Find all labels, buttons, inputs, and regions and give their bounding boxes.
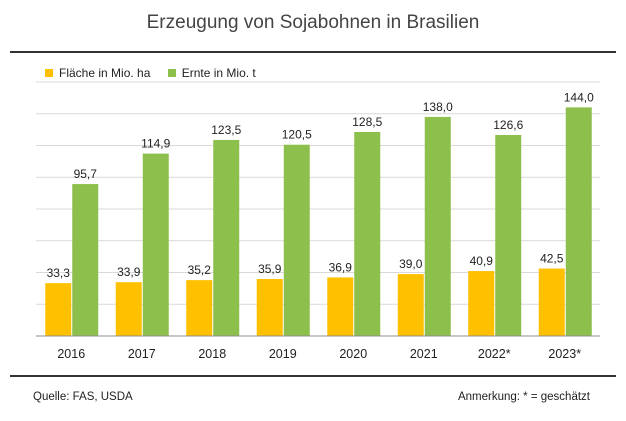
bar-ernte (565, 107, 592, 337)
bar-flaeche (397, 274, 424, 336)
bar-ernte (495, 135, 522, 336)
bar-flaeche (256, 279, 283, 336)
data-label-ernte: 128,5 (352, 115, 382, 129)
x-tick-label: 2023* (548, 347, 581, 361)
source-text: Quelle: FAS, USDA (33, 391, 133, 403)
bar-ernte (213, 139, 240, 336)
data-label-flaeche: 33,9 (117, 265, 141, 279)
bar-flaeche (538, 268, 565, 336)
x-tick-label: 2020 (339, 347, 367, 361)
bar-flaeche (45, 283, 72, 336)
x-tick-label: 2019 (269, 347, 297, 361)
data-label-flaeche: 36,9 (329, 260, 353, 274)
data-label-flaeche: 35,2 (188, 263, 212, 277)
bar-ernte (72, 184, 99, 336)
data-label-flaeche: 39,0 (399, 257, 423, 271)
legend-item-ernte: Ernte in Mio. t (167, 66, 256, 80)
bar-flaeche (468, 271, 495, 336)
legend-swatch-ernte (167, 69, 176, 77)
bar-ernte (283, 144, 310, 336)
x-tick-label: 2016 (57, 347, 85, 361)
x-tick-label: 2022* (478, 347, 511, 361)
legend: Fläche in Mio. ha Ernte in Mio. t (45, 66, 270, 80)
bar-flaeche (115, 282, 142, 336)
legend-label-flaeche: Fläche in Mio. ha (59, 66, 151, 80)
legend-label-ernte: Ernte in Mio. t (181, 66, 256, 80)
data-label-flaeche: 42,5 (540, 252, 564, 266)
data-label-ernte: 95,7 (74, 167, 98, 181)
data-label-flaeche: 35,9 (258, 262, 282, 276)
x-tick-label: 2017 (128, 347, 156, 361)
chart-title: Erzeugung von Sojabohnen in Brasilien (146, 12, 480, 33)
bar-ernte (354, 132, 381, 336)
data-label-flaeche: 40,9 (470, 254, 494, 268)
bottom-rule (10, 375, 616, 377)
data-label-ernte: 114,9 (141, 137, 170, 151)
data-label-ernte: 144,0 (564, 90, 594, 104)
data-label-ernte: 138,0 (423, 100, 453, 114)
data-label-ernte: 123,5 (211, 123, 241, 137)
bar-ernte (142, 153, 169, 336)
data-label-ernte: 126,6 (493, 118, 523, 132)
x-tick-label: 2018 (198, 347, 226, 361)
legend-item-flaeche: Fläche in Mio. ha (45, 66, 150, 80)
bar-ernte (424, 116, 451, 336)
x-tick-label: 2021 (410, 347, 438, 361)
legend-swatch-flaeche (45, 69, 53, 77)
top-rule (10, 51, 616, 53)
data-label-ernte: 120,5 (282, 128, 312, 142)
bar-flaeche (186, 280, 213, 336)
note-text: Anmerkung: * = geschätzt (457, 391, 590, 403)
bar-flaeche (327, 277, 354, 336)
data-label-flaeche: 33,3 (47, 266, 71, 280)
